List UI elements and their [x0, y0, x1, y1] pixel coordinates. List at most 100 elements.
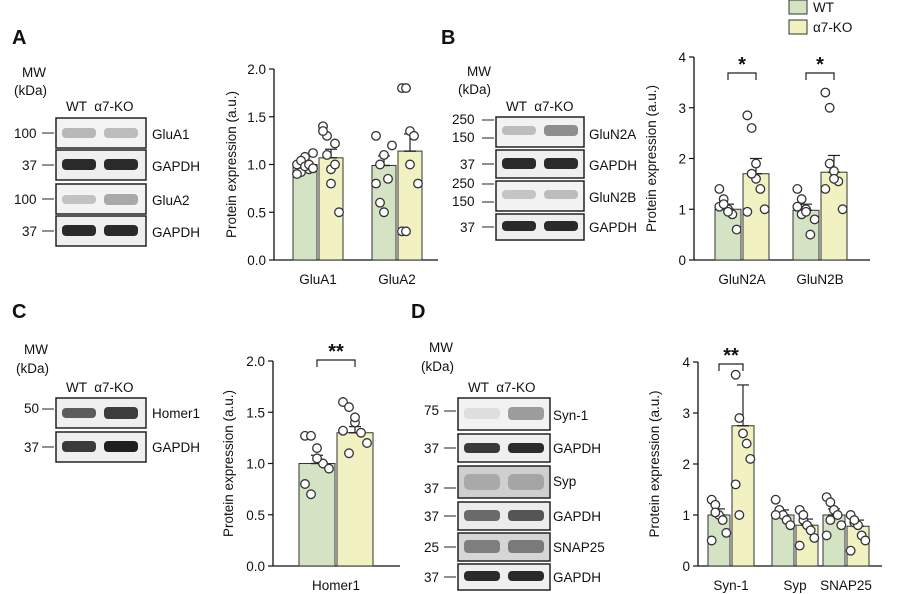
blot-band	[62, 408, 96, 418]
x-tick-label: SNAP25	[820, 578, 872, 593]
mw-marker: 37	[424, 481, 439, 496]
data-point	[825, 515, 836, 526]
data-point	[820, 183, 831, 194]
mw-marker: 250	[452, 112, 475, 127]
y-axis-label: Protein expression (a.u.)	[224, 91, 239, 238]
data-point	[770, 494, 781, 505]
blot-band	[464, 474, 500, 490]
data-point	[794, 540, 805, 551]
data-point	[741, 438, 752, 449]
data-point	[738, 428, 748, 439]
x-tick-label: GluN2A	[718, 272, 765, 287]
data-point	[860, 535, 871, 546]
blot-band	[508, 474, 544, 490]
mw-label: MW	[429, 340, 453, 355]
data-point	[356, 427, 366, 438]
significance-label: *	[816, 54, 824, 76]
y-tick-label: 2	[682, 457, 690, 472]
blot-band	[104, 159, 138, 170]
data-point	[770, 510, 781, 520]
blot-label: GluA2	[152, 193, 190, 208]
data-point	[718, 199, 729, 210]
blot-label: GAPDH	[589, 220, 637, 235]
data-point	[308, 163, 318, 174]
blot-label: GAPDH	[553, 570, 601, 585]
chart-d: 0 1 2 3 4 Protein expression (a.u.) Syn-1 Syp SN…	[647, 345, 882, 593]
data-point	[334, 207, 344, 218]
mw-label: MW	[22, 65, 46, 80]
blot-band	[62, 195, 96, 204]
legend-label-wt: WT	[813, 0, 834, 15]
data-point	[383, 173, 393, 184]
data-point	[375, 197, 385, 208]
y-tick-label: 0.5	[247, 205, 266, 220]
blot-band	[104, 407, 138, 419]
blot-band	[464, 443, 500, 453]
blot-band	[62, 441, 96, 452]
y-tick-label: 1.5	[247, 110, 266, 125]
y-tick-label: 0.0	[247, 253, 266, 268]
chart-c: 0.0 0.5 1.0 1.5 2.0 Protein expression (a.u.)…	[221, 341, 400, 593]
blot-band	[508, 443, 544, 453]
data-point	[401, 83, 411, 94]
kda-label: (kDa)	[458, 82, 491, 97]
y-tick-label: 2.0	[247, 62, 266, 77]
data-point	[836, 520, 847, 531]
blot-label: GAPDH	[152, 159, 200, 174]
mw-marker: 37	[22, 158, 37, 173]
y-tick-label: 1.5	[246, 405, 265, 420]
kda-label: (kDa)	[14, 83, 47, 98]
mw-marker: 37	[24, 440, 39, 455]
data-point	[734, 413, 745, 424]
data-point	[306, 430, 316, 441]
data-point	[710, 507, 721, 518]
significance-bracket	[805, 72, 835, 80]
data-point	[318, 126, 328, 137]
chart-a: 0.0 0.5 1.0 1.5 2.0 Protein expression (a.u.)…	[224, 62, 438, 287]
blot-band	[544, 158, 578, 169]
data-point	[362, 438, 372, 448]
blot-band	[104, 441, 138, 452]
x-tick-label: Syn-1	[713, 578, 748, 593]
data-point	[409, 130, 419, 141]
significance-bracket	[727, 72, 757, 80]
data-point	[731, 224, 742, 235]
blot-band	[464, 571, 500, 581]
data-point	[824, 102, 835, 113]
data-point	[350, 412, 360, 423]
data-point	[344, 448, 354, 459]
blot-label: Syp	[553, 474, 576, 489]
data-point	[845, 545, 856, 556]
data-point	[820, 87, 831, 98]
bar-ko	[397, 150, 423, 261]
data-point	[849, 515, 860, 526]
x-tick-label: Syp	[783, 578, 806, 593]
data-point	[326, 178, 336, 189]
lane-labels: WT α7-KO	[468, 380, 536, 395]
blot-label: Syn-1	[553, 408, 588, 423]
blot-label: GluN2A	[589, 127, 636, 142]
mw-marker: 250	[452, 176, 475, 191]
lane-labels: WT α7-KO	[66, 380, 134, 395]
data-point	[792, 183, 803, 194]
kda-label: (kDa)	[421, 359, 454, 374]
y-tick-label: 0	[682, 559, 690, 574]
data-point	[801, 206, 811, 217]
y-tick-label: 2	[678, 152, 686, 167]
mw-marker: 37	[424, 509, 439, 524]
blot-band	[104, 128, 138, 138]
y-axis-label: Protein expression (a.u.)	[644, 85, 659, 232]
data-point	[730, 479, 741, 490]
blot-band	[544, 125, 578, 136]
mw-label: MW	[24, 342, 48, 357]
mw-marker: 150	[452, 130, 475, 145]
chart-b: 0 1 2 3 4 Protein expression (a.u.) GluN2A GluN…	[644, 50, 870, 287]
blot-label: GAPDH	[152, 440, 200, 455]
blot-band	[104, 194, 138, 205]
y-tick-label: 3	[682, 406, 690, 421]
mw-marker: 37	[460, 220, 475, 235]
x-tick-label: GluA1	[299, 272, 337, 287]
y-tick-label: 1.0	[247, 158, 266, 173]
data-point	[742, 206, 753, 217]
